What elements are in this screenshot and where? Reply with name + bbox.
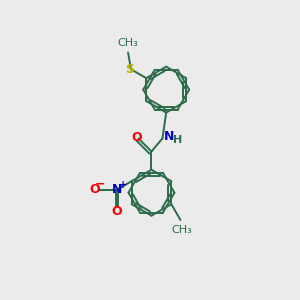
Text: +: +	[119, 180, 127, 190]
Text: −: −	[94, 178, 105, 191]
Text: O: O	[111, 205, 122, 218]
Text: CH₃: CH₃	[172, 225, 192, 235]
Text: H: H	[173, 135, 182, 145]
Text: S: S	[125, 63, 134, 76]
Text: CH₃: CH₃	[117, 38, 138, 48]
Text: O: O	[89, 183, 100, 196]
Text: N: N	[112, 183, 122, 196]
Text: O: O	[131, 131, 142, 144]
Text: N: N	[164, 130, 175, 143]
